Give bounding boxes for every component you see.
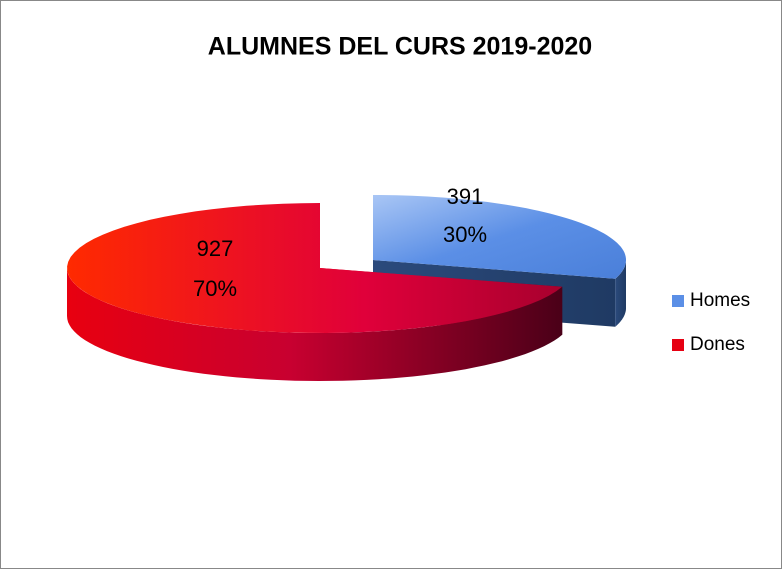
- data-label: 927: [197, 236, 234, 261]
- percent-label: 70%: [193, 276, 237, 301]
- legend-swatch: [672, 295, 684, 307]
- slice-top: [373, 195, 626, 279]
- data-label: 391: [447, 184, 484, 209]
- slice-wall: [67, 268, 563, 381]
- legend-swatch: [672, 339, 684, 351]
- pie-slice: [67, 203, 563, 381]
- percent-label: 30%: [443, 222, 487, 247]
- slice-top: [67, 203, 563, 333]
- legend-label: Dones: [690, 334, 745, 355]
- legend-label: Homes: [690, 290, 750, 311]
- chart-title: ALUMNES DEL CURS 2019-2020: [208, 33, 592, 61]
- slice-wall: [615, 260, 626, 327]
